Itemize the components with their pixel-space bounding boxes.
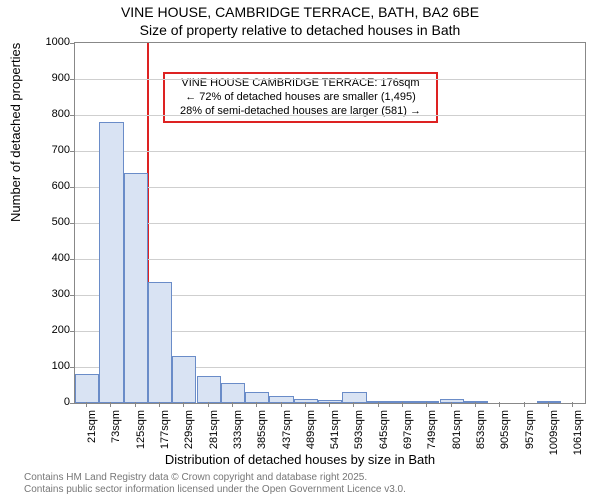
- y-tickmark: [70, 115, 75, 116]
- histogram-bar: [99, 122, 123, 403]
- y-tick-label: 1000: [30, 36, 70, 48]
- y-tickmark: [70, 79, 75, 80]
- x-tickmark: [378, 402, 379, 407]
- x-tickmark: [402, 402, 403, 407]
- x-tick-label: 853sqm: [475, 410, 487, 460]
- x-tickmark: [281, 402, 282, 407]
- x-tick-label: 957sqm: [524, 410, 536, 460]
- footer-line-2: Contains public sector information licen…: [24, 484, 406, 495]
- x-tickmark: [329, 402, 330, 407]
- x-tick-label: 489sqm: [305, 410, 317, 460]
- x-tick-label: 177sqm: [159, 410, 171, 460]
- y-tick-label: 100: [30, 360, 70, 372]
- x-tick-label: 21sqm: [86, 410, 98, 460]
- gridline: [75, 187, 585, 188]
- histogram-bar: [75, 374, 99, 403]
- x-tickmark: [499, 402, 500, 407]
- x-tick-label: 1009sqm: [548, 410, 560, 460]
- x-tickmark: [135, 402, 136, 407]
- x-tick-label: 229sqm: [183, 410, 195, 460]
- x-tick-label: 333sqm: [232, 410, 244, 460]
- y-tick-label: 800: [30, 108, 70, 120]
- x-tick-label: 1061sqm: [572, 410, 584, 460]
- x-tick-label: 905sqm: [499, 410, 511, 460]
- x-tick-label: 281sqm: [208, 410, 220, 460]
- histogram-bar: [148, 282, 172, 403]
- y-tickmark: [70, 187, 75, 188]
- y-tick-label: 600: [30, 180, 70, 192]
- y-tick-label: 0: [30, 396, 70, 408]
- x-tick-label: 749sqm: [426, 410, 438, 460]
- gridline: [75, 79, 585, 80]
- histogram-bar: [197, 376, 221, 403]
- histogram-bar: [221, 383, 245, 403]
- x-tickmark: [256, 402, 257, 407]
- x-tick-label: 125sqm: [135, 410, 147, 460]
- x-tickmark: [426, 402, 427, 407]
- x-tickmark: [353, 402, 354, 407]
- x-tick-label: 801sqm: [451, 410, 463, 460]
- x-tickmark: [183, 402, 184, 407]
- x-tick-label: 437sqm: [281, 410, 293, 460]
- y-tick-label: 300: [30, 288, 70, 300]
- x-tickmark: [232, 402, 233, 407]
- histogram-bar: [172, 356, 196, 403]
- x-tick-label: 541sqm: [329, 410, 341, 460]
- annotation-line-3: 28% of semi-detached houses are larger (…: [171, 105, 430, 119]
- y-tickmark: [70, 259, 75, 260]
- y-tickmark: [70, 223, 75, 224]
- x-tick-label: 73sqm: [110, 410, 122, 460]
- x-tickmark: [475, 402, 476, 407]
- y-tickmark: [70, 151, 75, 152]
- gridline: [75, 259, 585, 260]
- y-tick-label: 500: [30, 216, 70, 228]
- gridline: [75, 223, 585, 224]
- histogram-bar: [440, 399, 464, 403]
- gridline: [75, 115, 585, 116]
- x-tickmark: [110, 402, 111, 407]
- x-tickmark: [524, 402, 525, 407]
- x-tick-label: 645sqm: [378, 410, 390, 460]
- y-tick-label: 400: [30, 252, 70, 264]
- y-tick-label: 200: [30, 324, 70, 336]
- y-tickmark: [70, 331, 75, 332]
- chart-title-main: VINE HOUSE, CAMBRIDGE TERRACE, BATH, BA2…: [0, 4, 600, 20]
- annotation-line-2: ← 72% of detached houses are smaller (1,…: [171, 91, 430, 105]
- y-tickmark: [70, 367, 75, 368]
- x-tickmark: [548, 402, 549, 407]
- gridline: [75, 151, 585, 152]
- chart-title-sub: Size of property relative to detached ho…: [0, 22, 600, 38]
- x-tickmark: [208, 402, 209, 407]
- x-tickmark: [159, 402, 160, 407]
- y-tick-label: 900: [30, 72, 70, 84]
- y-tickmark: [70, 295, 75, 296]
- y-tickmark: [70, 403, 75, 404]
- histogram-bar: [464, 401, 488, 403]
- chart-container: { "chart": { "type": "histogram", "title…: [0, 0, 600, 500]
- x-tick-label: 697sqm: [402, 410, 414, 460]
- y-tick-label: 700: [30, 144, 70, 156]
- x-tick-label: 385sqm: [256, 410, 268, 460]
- footer-line-1: Contains HM Land Registry data © Crown c…: [24, 472, 367, 483]
- histogram-bar: [124, 173, 148, 403]
- x-tickmark: [451, 402, 452, 407]
- y-axis-label: Number of detached properties: [8, 43, 23, 222]
- plot-area: VINE HOUSE CAMBRIDGE TERRACE: 176sqm ← 7…: [74, 42, 586, 404]
- x-tickmark: [305, 402, 306, 407]
- x-tick-label: 593sqm: [353, 410, 365, 460]
- x-tickmark: [572, 402, 573, 407]
- x-tickmark: [86, 402, 87, 407]
- y-tickmark: [70, 43, 75, 44]
- histogram-bar: [342, 392, 366, 403]
- histogram-bar: [318, 400, 342, 403]
